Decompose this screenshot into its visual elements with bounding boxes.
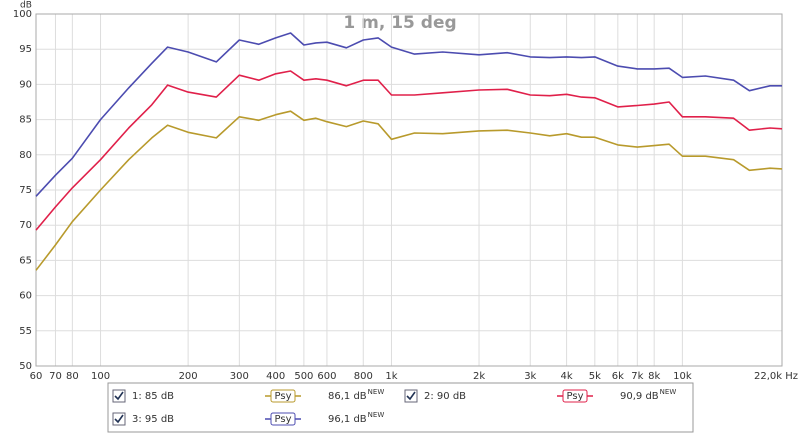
x-tick-label: 80 — [66, 371, 79, 382]
legend-checkbox[interactable] — [404, 389, 418, 403]
y-tick-label: 65 — [19, 255, 32, 266]
x-tick-label: 300 — [230, 371, 249, 382]
plot-border — [35, 13, 783, 367]
legend-check-mark — [406, 391, 416, 401]
legend-label: 2: 90 dB — [424, 391, 466, 402]
x-tick-label: 22,0k Hz — [754, 371, 798, 382]
x-tick-label: 600 — [317, 371, 336, 382]
x-tick-label: 10k — [673, 371, 692, 382]
x-tick-label: 5k — [589, 371, 601, 382]
x-tick-label: 400 — [266, 371, 285, 382]
legend-check-mark — [114, 391, 124, 401]
smoothing-box[interactable] — [270, 389, 296, 403]
legend-label: 3: 95 dB — [132, 414, 174, 425]
x-tick-label: 1k — [385, 371, 397, 382]
x-tick-label: 2k — [473, 371, 485, 382]
smoothing-label: Psy — [275, 414, 292, 425]
smoothing-label: Psy — [567, 391, 584, 402]
x-tick-label: 6k — [612, 371, 624, 382]
legend-level-tag: NEW — [368, 411, 385, 419]
legend-level-tag: NEW — [368, 388, 385, 396]
x-tick-label: 8k — [648, 371, 660, 382]
legend-check-mark — [114, 414, 124, 424]
series-line — [35, 110, 783, 271]
smoothing-box[interactable] — [562, 389, 588, 403]
y-tick-label: 85 — [19, 115, 32, 126]
legend-level: 96,1 dB — [328, 414, 367, 425]
x-tick-label: 800 — [354, 371, 373, 382]
smoothing-label: Psy — [275, 391, 292, 402]
chart-title: 1 m, 15 deg — [343, 13, 456, 33]
x-tick-label: 60 — [30, 371, 43, 382]
y-tick-label: 80 — [19, 150, 32, 161]
legend-box — [107, 382, 694, 433]
legend-checkbox[interactable] — [112, 389, 126, 403]
y-axis-label: dB — [20, 1, 32, 11]
y-tick-label: 100 — [13, 9, 32, 20]
y-tick-label: 50 — [19, 361, 32, 372]
x-tick-label: 70 — [49, 371, 62, 382]
x-tick-label: 100 — [91, 371, 110, 382]
legend-level: 86,1 dB — [328, 391, 367, 402]
y-tick-label: 70 — [19, 220, 32, 231]
smoothing-box[interactable] — [270, 412, 296, 426]
y-tick-label: 95 — [19, 44, 32, 55]
y-tick-label: 55 — [19, 326, 32, 337]
x-tick-label: 200 — [179, 371, 198, 382]
series-line — [35, 32, 782, 197]
y-tick-label: 90 — [19, 79, 32, 90]
y-tick-label: 75 — [19, 185, 32, 196]
legend-level-tag: NEW — [660, 388, 677, 396]
x-tick-label: 500 — [294, 371, 313, 382]
y-tick-label: 60 — [19, 291, 32, 302]
legend-checkbox[interactable] — [112, 412, 126, 426]
x-tick-label: 7k — [631, 371, 643, 382]
legend-level: 90,9 dB — [620, 391, 659, 402]
series-line — [35, 70, 783, 231]
x-tick-label: 3k — [524, 371, 536, 382]
x-tick-label: 4k — [561, 371, 573, 382]
legend-label: 1: 85 dB — [132, 391, 174, 402]
